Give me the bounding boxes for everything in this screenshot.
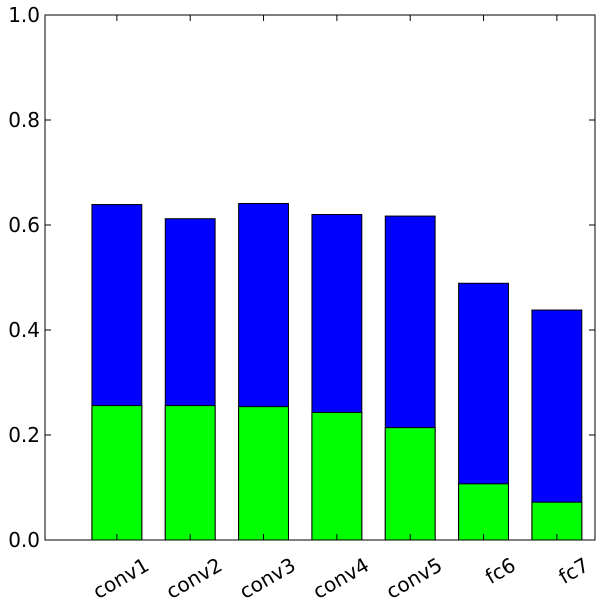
x-tick-label: conv4 [309, 553, 373, 600]
bar-conv1-series-2 [91, 405, 143, 541]
bar-conv2-series-2 [164, 405, 216, 541]
bar-conv4-series-2 [311, 411, 363, 541]
y-tick-label: 0.6 [8, 213, 40, 237]
x-tick-label: fc7 [554, 553, 593, 589]
y-tick-label: 1.0 [8, 3, 40, 27]
axes-group [44, 14, 596, 541]
bars-group [91, 202, 583, 541]
bar-conv3-series-2 [238, 406, 289, 541]
x-tick-label: conv2 [162, 553, 226, 600]
y-tick-label: 0.0 [8, 528, 40, 552]
y-tick-label: 0.8 [8, 108, 40, 132]
y-tick-label: 0.4 [8, 318, 40, 342]
bar-fc6-series-2 [458, 483, 509, 541]
y-tick-label: 0.2 [8, 423, 40, 447]
x-tick-label: conv1 [89, 553, 153, 600]
bar-conv5-series-2 [384, 427, 436, 541]
x-tick-label: conv3 [235, 553, 299, 600]
bar-fc7-series-2 [531, 501, 583, 541]
axes-frame [44, 14, 596, 541]
x-tick-label: fc6 [481, 553, 520, 589]
x-tick-label: conv5 [382, 553, 446, 600]
bar-fc7-series-1 [531, 309, 583, 541]
